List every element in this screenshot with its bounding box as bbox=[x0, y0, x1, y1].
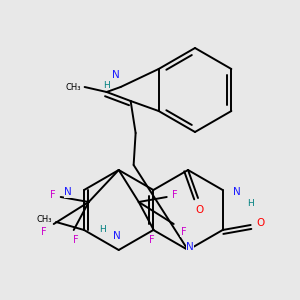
Text: F: F bbox=[73, 235, 79, 245]
Text: N: N bbox=[64, 187, 72, 197]
Text: CH₃: CH₃ bbox=[65, 82, 81, 91]
Text: H: H bbox=[99, 226, 106, 235]
Text: O: O bbox=[196, 205, 204, 215]
Text: N: N bbox=[186, 242, 194, 252]
Text: H: H bbox=[103, 80, 110, 89]
Text: F: F bbox=[50, 190, 56, 200]
Text: N: N bbox=[232, 187, 240, 197]
Text: O: O bbox=[256, 218, 265, 228]
Text: N: N bbox=[113, 231, 121, 241]
Text: N: N bbox=[112, 70, 119, 80]
Text: F: F bbox=[172, 190, 178, 200]
Text: F: F bbox=[41, 227, 46, 237]
Text: F: F bbox=[181, 227, 187, 237]
Text: CH₃: CH₃ bbox=[37, 215, 52, 224]
Text: H: H bbox=[247, 200, 254, 208]
Text: F: F bbox=[149, 235, 155, 245]
